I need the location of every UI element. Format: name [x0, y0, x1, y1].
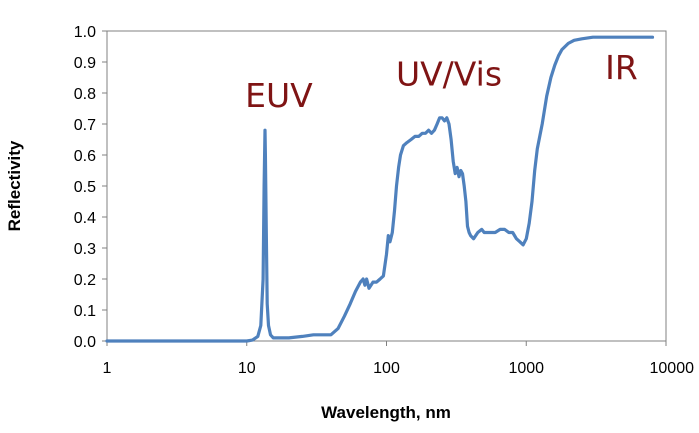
- y-axis: 0.0 0.1 0.2 0.3 0.4 0.5 0.6 0.7 0.8 0.9 1.0: [74, 24, 107, 351]
- reflectivity-line: [105, 35, 655, 343]
- x-axis-title: Wavelength, nm: [321, 403, 451, 422]
- y-tick-label: 0.2: [74, 272, 96, 289]
- y-tick-label: 0.6: [74, 148, 96, 165]
- x-tick-label: 1000: [508, 360, 544, 377]
- y-axis-title: Reflectivity: [5, 140, 24, 231]
- annotations: EUV UV/Vis IR: [245, 48, 638, 115]
- x-tick-label: 1: [103, 360, 112, 377]
- plot-frame: [106, 30, 667, 342]
- y-tick-label: 0.0: [74, 334, 96, 351]
- x-tick-label: 10: [238, 360, 256, 377]
- x-tick-label: 10000: [650, 360, 695, 377]
- y-tick-label: 0.9: [74, 55, 96, 72]
- annotation-label: IR: [605, 48, 638, 87]
- y-tick-label: 0.8: [74, 86, 96, 103]
- y-tick-label: 1.0: [74, 24, 96, 41]
- y-tick-label: 0.3: [74, 241, 96, 258]
- y-tick-label: 0.7: [74, 117, 96, 134]
- x-tick-label: 100: [373, 360, 400, 377]
- y-tick-label: 0.4: [74, 210, 96, 227]
- x-axis: 1 10 100 1000 10000: [103, 341, 695, 377]
- y-tick-label: 0.5: [74, 179, 96, 196]
- annotation-label: UV/Vis: [396, 54, 502, 93]
- annotation-label: EUV: [245, 76, 313, 115]
- y-tick-label: 0.1: [74, 303, 96, 320]
